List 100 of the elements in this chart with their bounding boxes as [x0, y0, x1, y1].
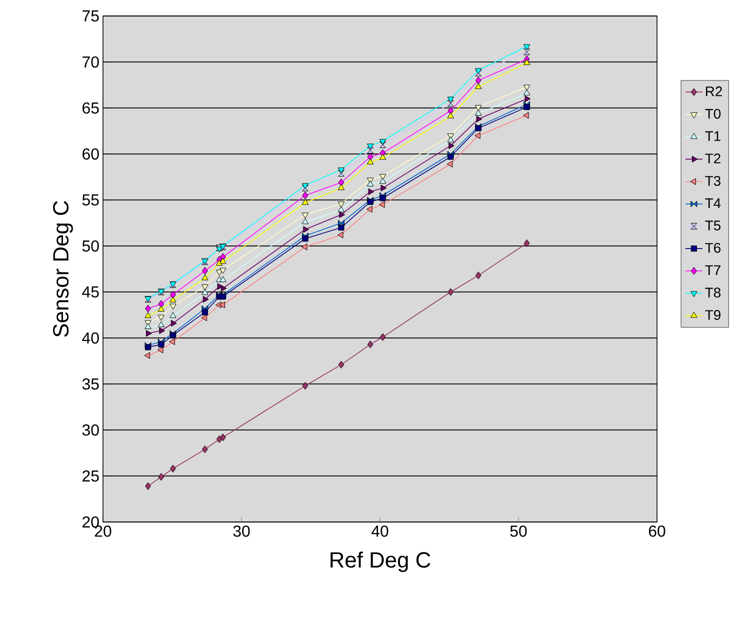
- point: [337, 232, 344, 238]
- point: [202, 289, 208, 295]
- y-tick-label: 35: [82, 378, 99, 390]
- point: [202, 284, 208, 290]
- point: [474, 82, 482, 89]
- point: [338, 168, 345, 174]
- y-tick-label: 65: [82, 102, 99, 114]
- point: [202, 274, 208, 280]
- point: [219, 302, 225, 308]
- point: [446, 160, 453, 168]
- point: [524, 48, 530, 56]
- point: [303, 226, 310, 233]
- point: [158, 341, 164, 348]
- point: [524, 104, 530, 110]
- point: [380, 184, 387, 192]
- point: [338, 202, 345, 208]
- point: [380, 195, 386, 202]
- point: [220, 268, 226, 274]
- point: [338, 360, 344, 368]
- point: [379, 139, 386, 145]
- point: [146, 330, 152, 337]
- point: [447, 136, 454, 142]
- y-axis-title: Sensor Deg C: [53, 201, 73, 337]
- point: [158, 321, 165, 328]
- point: [447, 96, 454, 103]
- point: [170, 296, 176, 302]
- point: [366, 158, 374, 164]
- point: [158, 300, 164, 308]
- x-tick-label: 60: [648, 526, 666, 537]
- x-tick-label: 20: [94, 526, 112, 537]
- x-axis-title: Ref Deg C: [330, 552, 430, 572]
- point: [475, 272, 482, 280]
- point: [144, 323, 152, 329]
- point: [158, 314, 165, 321]
- point: [338, 170, 344, 177]
- point: [144, 312, 152, 318]
- point: [220, 434, 226, 442]
- point: [339, 211, 346, 218]
- point: [338, 220, 344, 226]
- x-tick-label: 40: [372, 526, 388, 537]
- legend-label: T5: [705, 220, 721, 230]
- point: [523, 89, 530, 96]
- y-tick-label: 45: [82, 286, 99, 298]
- legend-label: T9: [705, 310, 720, 320]
- y-tick-label: 50: [82, 240, 99, 252]
- legend-label: T8: [705, 288, 720, 298]
- point: [447, 112, 454, 118]
- point: [158, 306, 165, 312]
- point: [448, 154, 454, 160]
- point: [448, 288, 454, 296]
- point: [202, 266, 208, 275]
- point: [522, 112, 529, 119]
- point: [202, 309, 208, 316]
- point: [379, 178, 386, 184]
- point: [524, 95, 531, 102]
- point: [158, 473, 164, 481]
- point: [338, 206, 345, 212]
- y-tick-label: 20: [82, 516, 99, 528]
- point: [366, 180, 374, 186]
- point: [379, 174, 386, 180]
- point: [302, 212, 309, 219]
- point: [524, 239, 530, 248]
- point: [380, 142, 386, 148]
- point: [170, 312, 176, 318]
- legend-label: T1: [705, 131, 720, 141]
- x-tick-label: 50: [510, 526, 527, 537]
- point: [302, 382, 308, 390]
- legend-label: R2: [706, 86, 722, 96]
- y-tick-label: 30: [82, 424, 99, 436]
- point: [170, 304, 176, 310]
- x-tick-label: 30: [233, 526, 250, 537]
- point: [523, 59, 530, 65]
- point: [448, 142, 454, 150]
- point: [474, 105, 482, 111]
- point: [366, 206, 372, 213]
- legend-label: T4: [705, 198, 721, 208]
- point: [338, 224, 344, 231]
- legend-label: T2: [705, 154, 720, 164]
- legend-label: T6: [705, 242, 720, 253]
- point: [157, 346, 164, 354]
- legend-label: T0: [705, 108, 721, 119]
- point: [202, 296, 209, 303]
- point: [302, 218, 309, 224]
- y-tick-label: 70: [82, 56, 99, 68]
- point: [523, 44, 530, 50]
- point: [201, 314, 207, 322]
- point: [302, 236, 308, 242]
- point: [474, 132, 480, 139]
- y-tick-label: 55: [82, 194, 99, 206]
- legend-label: T3: [705, 176, 720, 186]
- point: [301, 244, 308, 250]
- point: [145, 304, 151, 312]
- point: [220, 276, 226, 282]
- point: [475, 76, 482, 84]
- y-tick-label: 75: [82, 10, 99, 22]
- point: [368, 188, 374, 196]
- point: [447, 100, 454, 107]
- point: [169, 338, 175, 346]
- point: [170, 320, 177, 327]
- point: [367, 340, 374, 348]
